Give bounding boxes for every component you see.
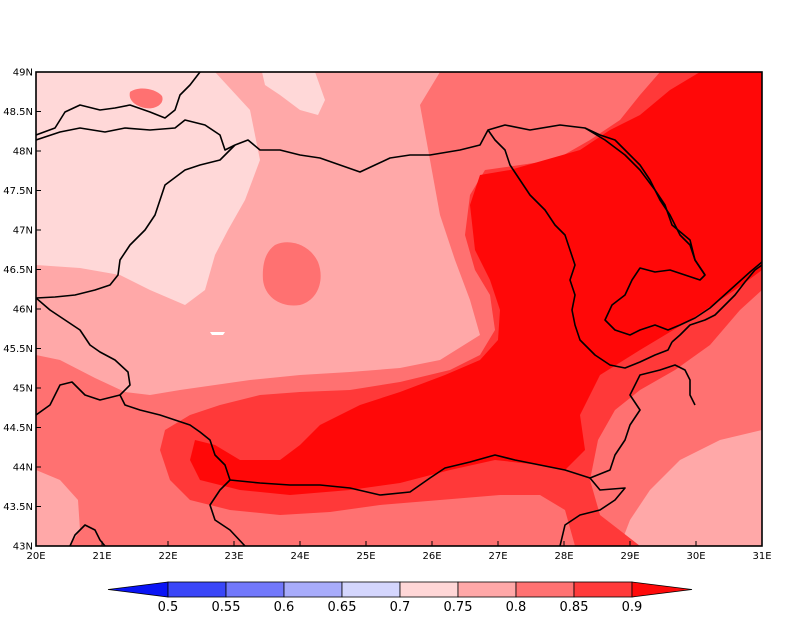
border-serbia-romania	[36, 297, 231, 481]
x-tick-label: 26E	[422, 551, 441, 562]
x-tick-label: 20E	[26, 551, 45, 562]
colorbar: 0.5 0.55 0.6 0.65 0.7 0.75 0.8 0.85 0.9	[107, 581, 693, 615]
x-tick-label: 22E	[158, 551, 177, 562]
field-0.70-0.75-north	[262, 72, 325, 115]
y-tick-label: 47N	[13, 226, 33, 237]
x-tick-label: 23E	[224, 551, 243, 562]
border-bulgaria-serbia	[209, 479, 246, 546]
x-tick-label: 28E	[554, 551, 573, 562]
border-hungary-romania	[36, 144, 236, 299]
x-tick-label: 30E	[686, 551, 705, 562]
y-tick-label: 46N	[13, 305, 33, 316]
field-gap-spot	[210, 332, 225, 335]
colorbar-extend-high	[631, 581, 693, 598]
field-0.75-0.80-southwest	[36, 470, 80, 546]
colorbar-box	[341, 581, 401, 598]
border-serbia-bosnia	[36, 381, 121, 416]
border-croatia-bosnia-south	[69, 524, 106, 546]
field-above-0.90	[190, 72, 762, 495]
field-0.75-0.80-southeast	[620, 430, 762, 546]
y-tick-label: 43N	[13, 542, 33, 553]
field-0.80-0.85-island	[262, 242, 321, 306]
colorbar-box	[399, 581, 459, 598]
colorbar-label: 0.65	[328, 600, 357, 615]
x-tick-label: 25E	[356, 551, 375, 562]
y-tick-label: 44N	[13, 463, 33, 474]
colorbar-label: 0.6	[274, 600, 295, 615]
x-tick-label: 21E	[92, 551, 111, 562]
y-tick-label: 45.5N	[3, 344, 33, 355]
field-0.80-0.85-spot	[129, 88, 163, 109]
colorbar-box	[283, 581, 343, 598]
x-tick-label: 29E	[620, 551, 639, 562]
contour-field	[36, 72, 762, 546]
colorbar-box	[225, 581, 285, 598]
country-borders	[36, 72, 762, 546]
x-tick-label: 24E	[290, 551, 309, 562]
colorbar-label: 0.5	[158, 600, 179, 615]
y-tick-label: 45N	[13, 384, 33, 395]
colorbar-label: 0.7	[390, 600, 411, 615]
border-romania-ukraine-north	[234, 124, 706, 276]
coast-black-sea	[671, 264, 762, 343]
y-tick-label: 46.5N	[3, 265, 33, 276]
y-tick-label: 44.5N	[3, 423, 33, 434]
y-tick-label: 48.5N	[3, 107, 33, 118]
y-axis-ticks: 43N 43.5N 44N 44.5N 45N 45.5N 46N 46.5N 47N 47.5N…	[3, 68, 41, 553]
colorbar-box	[457, 581, 517, 598]
border-bulgaria-turkey	[559, 477, 626, 546]
border-poland-slovakia	[36, 72, 201, 136]
colorbar-label: 0.85	[560, 600, 589, 615]
colorbar-box	[167, 581, 227, 598]
y-tick-label: 49N	[13, 68, 33, 79]
y-tick-label: 43.5N	[3, 502, 33, 513]
colorbar-label: 0.9	[622, 600, 643, 615]
x-tick-label: 27E	[488, 551, 507, 562]
x-axis-ticks: 20E 21E 22E 23E 24E 25E 26E 27E 28E 29E 30E 31E	[26, 541, 772, 562]
y-tick-label: 48N	[13, 147, 33, 158]
colorbar-label: 0.55	[212, 600, 241, 615]
colorbar-label: 0.75	[444, 600, 473, 615]
colorbar-box	[515, 581, 575, 598]
border-romania-moldova	[487, 129, 673, 369]
x-tick-label: 31E	[752, 551, 771, 562]
colorbar-extend-low	[107, 581, 169, 598]
colorbar-label: 0.8	[506, 600, 527, 615]
colorbar-box	[573, 581, 633, 598]
border-moldova-ukraine	[584, 127, 762, 336]
y-tick-label: 47.5N	[3, 186, 33, 197]
border-slovakia-hungary	[36, 119, 236, 151]
